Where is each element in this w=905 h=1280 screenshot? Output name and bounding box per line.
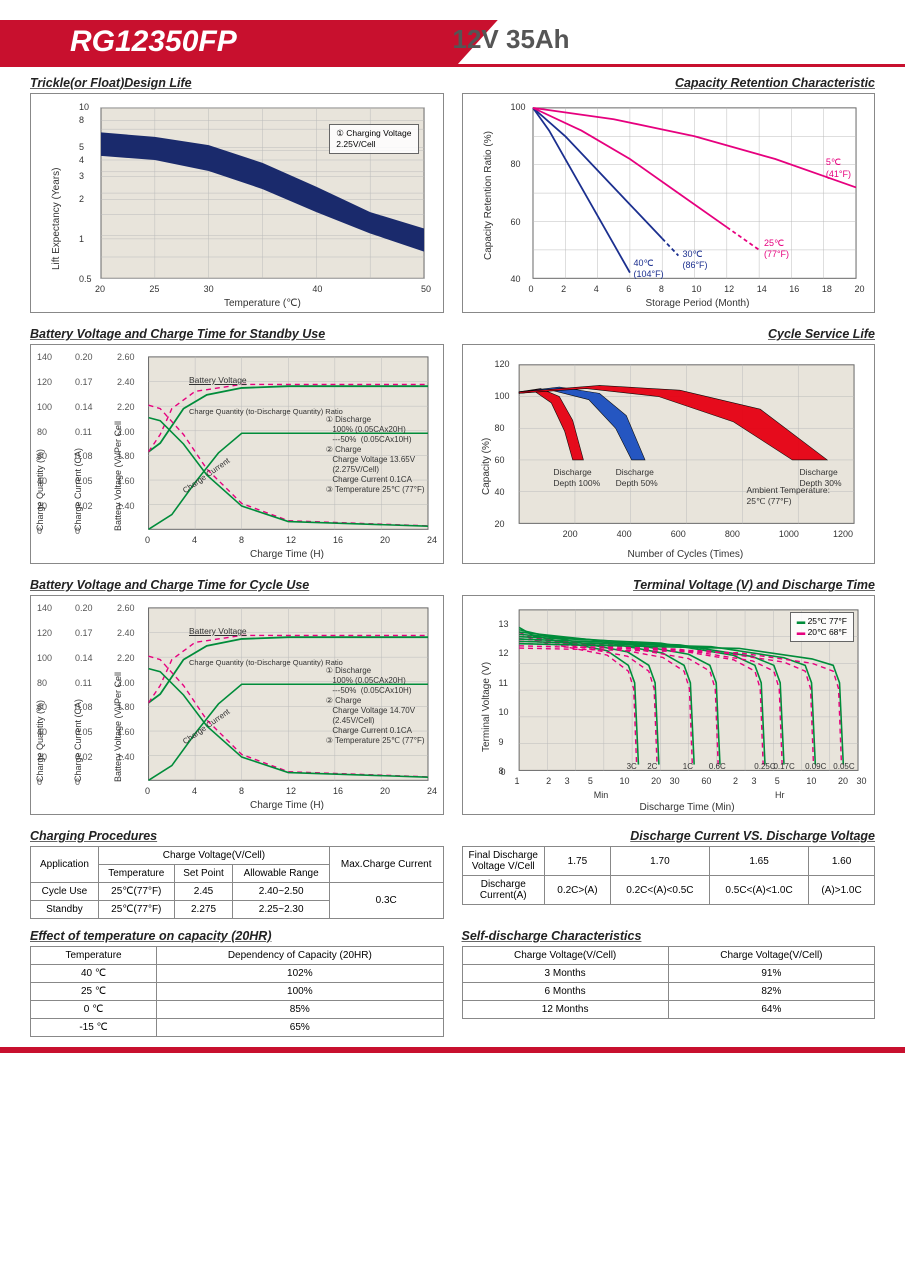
table-row: 40 ℃102% bbox=[31, 965, 444, 983]
chart-trickle-life: Trickle(or Float)Design Life 0.512345810… bbox=[30, 76, 444, 313]
chart-standby-charge: Battery Voltage and Charge Time for Stan… bbox=[30, 327, 444, 564]
chart2-title: Capacity Retention Characteristic bbox=[462, 76, 876, 90]
tbl-selfdis-title: Self-discharge Characteristics bbox=[462, 929, 876, 943]
page-header: RG12350FP 12V 35Ah bbox=[30, 20, 875, 64]
chart6-title: Terminal Voltage (V) and Discharge Time bbox=[462, 578, 876, 592]
chart5-title: Battery Voltage and Charge Time for Cycl… bbox=[30, 578, 444, 592]
chart-cycle-charge: Battery Voltage and Charge Time for Cycl… bbox=[30, 578, 444, 815]
table-row: Discharge Current(A)0.2C>(A)0.2C<(A)<0.5… bbox=[462, 876, 875, 905]
table-self-discharge: Self-discharge Characteristics Charge Vo… bbox=[462, 929, 876, 1037]
chart-terminal-voltage: Terminal Voltage (V) and Discharge Time … bbox=[462, 578, 876, 815]
chart3-title: Battery Voltage and Charge Time for Stan… bbox=[30, 327, 444, 341]
datasheet-page: RG12350FP 12V 35Ah Trickle(or Float)Desi… bbox=[0, 0, 905, 1073]
th-sp: Set Point bbox=[174, 865, 233, 883]
chart-cycle-life: Cycle Service Life 204060801001202004006… bbox=[462, 327, 876, 564]
table-row: 3 Months91% bbox=[462, 965, 875, 983]
th-temp: Temperature bbox=[98, 865, 174, 883]
tbl-charging-title: Charging Procedures bbox=[30, 829, 444, 843]
th-ar: Allowable Range bbox=[233, 865, 330, 883]
table-discharge-voltage: Discharge Current VS. Discharge Voltage … bbox=[462, 829, 876, 919]
chart1-title: Trickle(or Float)Design Life bbox=[30, 76, 444, 90]
table-row: 12 Months64% bbox=[462, 1001, 875, 1019]
table-row: Final Discharge Voltage V/Cell1.751.701.… bbox=[462, 847, 875, 876]
table-row: -15 ℃65% bbox=[31, 1019, 444, 1037]
th-mcc: Max.Charge Current bbox=[329, 847, 443, 883]
table-temp-effect: Effect of temperature on capacity (20HR)… bbox=[30, 929, 444, 1037]
table-row: Cycle Use 25℃(77°F) 2.45 2.40~2.50 0.3C bbox=[31, 883, 444, 901]
th-cvc: Charge Voltage(V/Cell) bbox=[98, 847, 329, 865]
table-charging-procedures: Charging Procedures Application Charge V… bbox=[30, 829, 444, 919]
table-row: 25 ℃100% bbox=[31, 983, 444, 1001]
voltage-capacity: 12V 35Ah bbox=[453, 20, 570, 58]
tbl-discharge-title: Discharge Current VS. Discharge Voltage bbox=[462, 829, 876, 843]
footer-bar bbox=[0, 1047, 905, 1053]
table-row: 0 ℃85% bbox=[31, 1001, 444, 1019]
th-application: Application bbox=[31, 847, 99, 883]
chart4-title: Cycle Service Life bbox=[462, 327, 876, 341]
table-row: 6 Months82% bbox=[462, 983, 875, 1001]
tbl-temp-title: Effect of temperature on capacity (20HR) bbox=[30, 929, 444, 943]
chart-capacity-retention: Capacity Retention Characteristic 406080… bbox=[462, 76, 876, 313]
